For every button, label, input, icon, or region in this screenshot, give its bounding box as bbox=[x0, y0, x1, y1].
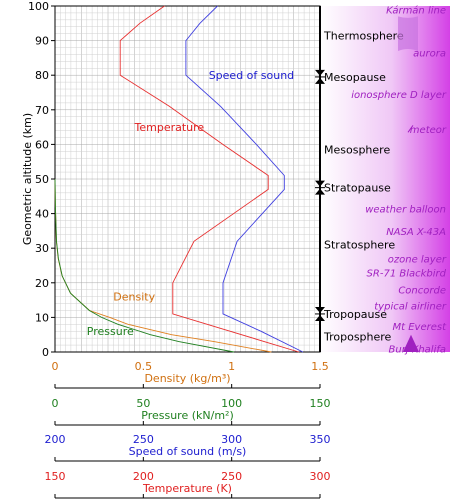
feature-label: Burj Khalifa bbox=[389, 345, 447, 356]
axis-density-tick-label: 1 bbox=[228, 360, 235, 373]
layer-label: Stratopause bbox=[324, 182, 391, 195]
y-tick-label: 90 bbox=[35, 35, 49, 48]
axis-pressure-tick-label: 100 bbox=[221, 397, 242, 410]
axis-pressure-label: Pressure (kN/m²) bbox=[141, 409, 233, 422]
series-label-speed: Speed of sound bbox=[209, 69, 294, 82]
boundary-marker bbox=[315, 69, 325, 76]
feature-label: meteor bbox=[410, 125, 447, 136]
axis-temperature-tick-label: 300 bbox=[310, 470, 331, 483]
atmosphere-band bbox=[320, 6, 450, 352]
y-tick-label: 50 bbox=[35, 173, 49, 186]
axis-temperature-tick-label: 150 bbox=[45, 470, 66, 483]
axis-density-tick-label: 1.5 bbox=[311, 360, 329, 373]
series-label-density: Density bbox=[113, 291, 155, 304]
axis-temperature-tick-label: 250 bbox=[221, 470, 242, 483]
y-axis-label: Geometric altitude (km) bbox=[21, 113, 34, 245]
feature-label: typical airliner bbox=[374, 301, 447, 312]
feature-label: ozone layer bbox=[388, 255, 447, 266]
axis-speed-tick-label: 350 bbox=[310, 433, 331, 446]
feature-label: Kármán line bbox=[386, 4, 446, 16]
axis-pressure-tick-label: 0 bbox=[52, 397, 59, 410]
axis-temperature-label: Temperature (K) bbox=[142, 482, 232, 495]
axis-speed-tick-label: 200 bbox=[45, 433, 66, 446]
layer-label: Stratosphere bbox=[324, 239, 395, 252]
y-tick-label: 0 bbox=[42, 346, 49, 359]
axis-pressure-tick-label: 50 bbox=[136, 397, 150, 410]
boundary-marker bbox=[315, 77, 325, 84]
axis-speed-tick-label: 250 bbox=[133, 433, 154, 446]
layer-label: Troposphere bbox=[323, 330, 392, 343]
boundary-marker bbox=[315, 180, 325, 187]
y-tick-label: 10 bbox=[35, 311, 49, 324]
series-label-temperature: Temperature bbox=[134, 121, 205, 134]
feature-label: NASA X-43A bbox=[386, 227, 446, 238]
y-tick-label: 30 bbox=[35, 242, 49, 255]
axis-speed-label: Speed of sound (m/s) bbox=[129, 445, 247, 458]
layer-label: Tropopause bbox=[323, 308, 387, 321]
burj-khalifa-graphic bbox=[403, 334, 419, 352]
feature-label: aurora bbox=[413, 49, 446, 60]
series-line-pressure bbox=[54, 178, 235, 353]
series-label-density: Pressure bbox=[87, 325, 134, 338]
axis-density-label: Density (kg/m³) bbox=[144, 372, 230, 385]
axis-pressure-tick-label: 150 bbox=[310, 397, 331, 410]
boundary-marker bbox=[315, 188, 325, 195]
axis-density-tick-label: 0.5 bbox=[135, 360, 153, 373]
feature-label: Concorde bbox=[398, 286, 446, 297]
series-line-temperature bbox=[119, 5, 299, 353]
axis-temperature-tick-label: 200 bbox=[133, 470, 154, 483]
boundary-marker bbox=[315, 314, 325, 321]
feature-label: weather balloon bbox=[365, 204, 446, 215]
y-tick-label: 40 bbox=[35, 208, 49, 221]
axis-speed-tick-label: 300 bbox=[221, 433, 242, 446]
feature-label: Mt Everest bbox=[392, 322, 447, 333]
layer-label: Mesopause bbox=[324, 71, 386, 84]
boundary-marker bbox=[315, 306, 325, 313]
layer-label: Thermosphere bbox=[323, 29, 404, 42]
axis-density-tick-label: 0 bbox=[52, 360, 59, 373]
series-line-speed bbox=[185, 5, 304, 353]
y-tick-label: 20 bbox=[35, 277, 49, 290]
meteor-graphic bbox=[407, 125, 414, 133]
layer-label: Mesosphere bbox=[324, 144, 390, 157]
y-tick-label: 70 bbox=[35, 104, 49, 117]
y-tick-label: 60 bbox=[35, 138, 49, 151]
y-tick-label: 100 bbox=[28, 0, 49, 13]
aurora-graphic bbox=[398, 16, 418, 51]
feature-label: SR-71 Blackbird bbox=[367, 268, 447, 279]
y-tick-label: 80 bbox=[35, 69, 49, 82]
feature-label: ionosphere D layer bbox=[351, 90, 447, 101]
